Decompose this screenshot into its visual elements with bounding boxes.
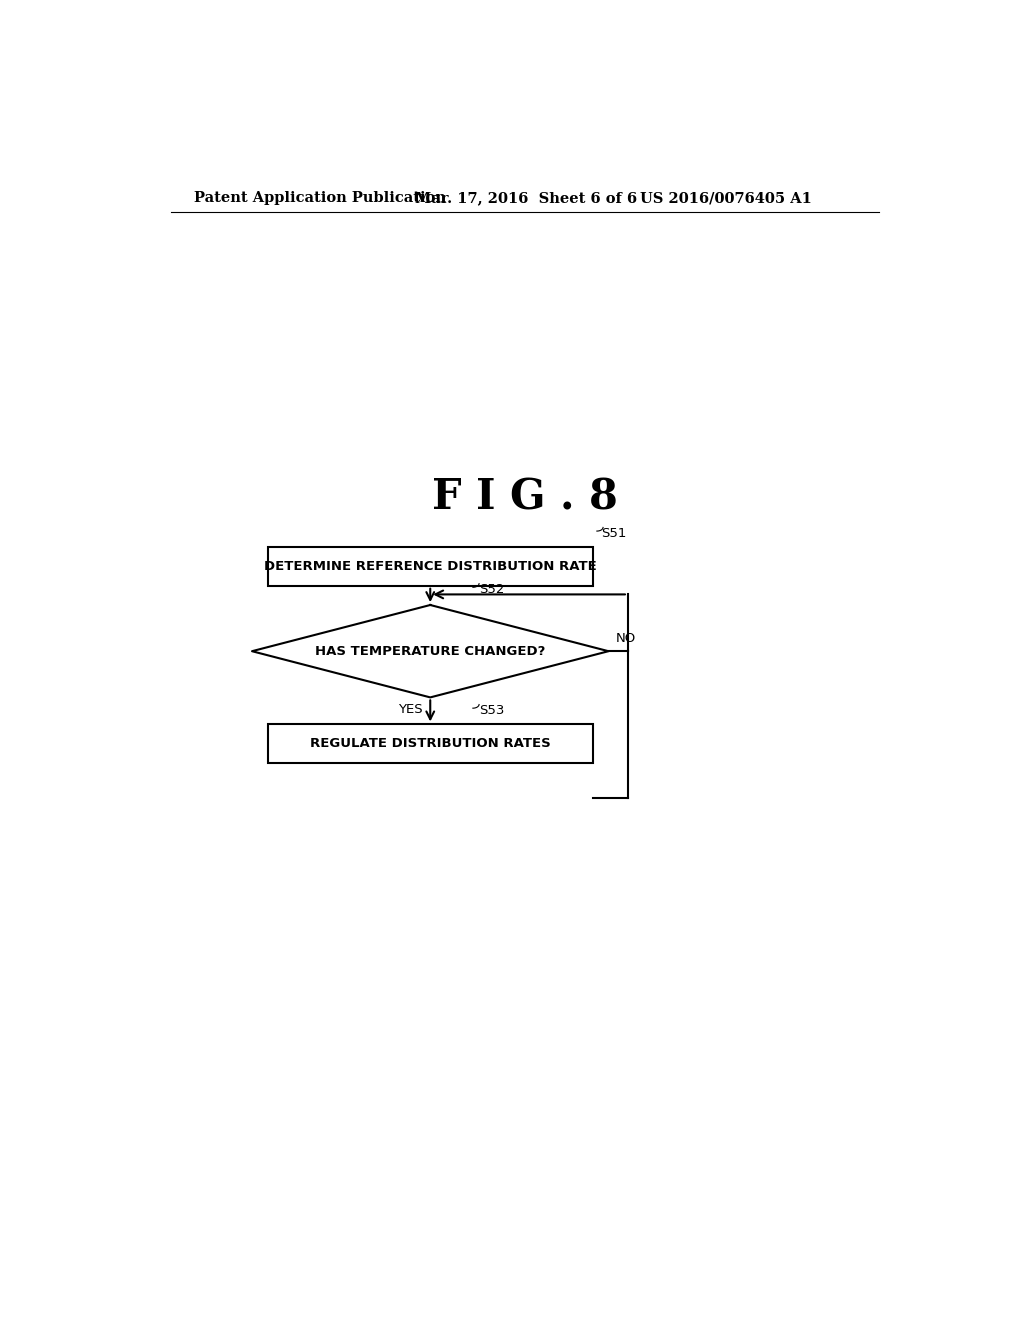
Text: YES: YES <box>398 702 423 715</box>
Text: NO: NO <box>615 632 636 645</box>
Text: Patent Application Publication: Patent Application Publication <box>194 191 445 206</box>
Polygon shape <box>252 605 608 697</box>
Text: F I G . 8: F I G . 8 <box>432 477 617 519</box>
Text: HAS TEMPERATURE CHANGED?: HAS TEMPERATURE CHANGED? <box>315 644 546 657</box>
FancyBboxPatch shape <box>267 548 593 586</box>
FancyBboxPatch shape <box>267 725 593 763</box>
Text: S52: S52 <box>479 583 505 597</box>
Text: S51: S51 <box>601 527 626 540</box>
Text: DETERMINE REFERENCE DISTRIBUTION RATE: DETERMINE REFERENCE DISTRIBUTION RATE <box>264 560 597 573</box>
Text: Mar. 17, 2016  Sheet 6 of 6: Mar. 17, 2016 Sheet 6 of 6 <box>415 191 637 206</box>
Text: S53: S53 <box>479 704 505 717</box>
Text: REGULATE DISTRIBUTION RATES: REGULATE DISTRIBUTION RATES <box>310 737 551 750</box>
Text: US 2016/0076405 A1: US 2016/0076405 A1 <box>640 191 811 206</box>
